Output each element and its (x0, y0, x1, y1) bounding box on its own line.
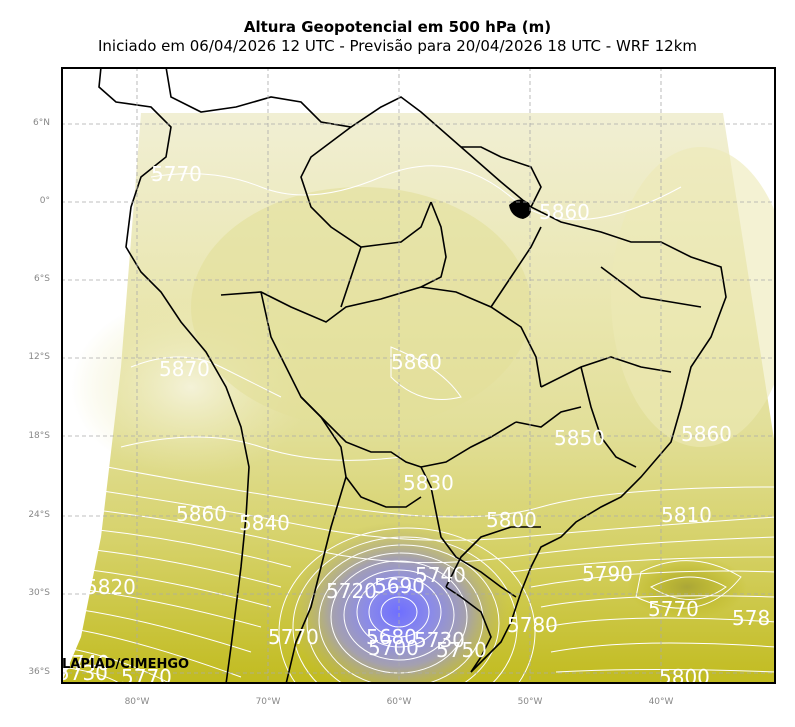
lon-label: 80°W (124, 697, 150, 707)
contour-label: 5820 (85, 575, 136, 599)
contour-label: 5770 (648, 597, 699, 621)
credit-label: LAPIAD/CIMEHGO (62, 657, 190, 672)
contour-label: 5850 (554, 426, 605, 450)
contour-label: 5740 (61, 651, 110, 675)
contour-label: 5810 (661, 503, 712, 527)
geopotential-map (61, 67, 776, 684)
contour-label: 578 (732, 606, 771, 630)
contour-lines (61, 165, 776, 684)
contour-label: 5860 (176, 502, 227, 526)
amazon-delta (509, 199, 531, 219)
contour-label: 5790 (582, 562, 633, 586)
lat-label: 24°S (28, 510, 50, 520)
contour-label: 5860 (391, 350, 442, 374)
contour-label: 5680 (366, 625, 417, 649)
contour-label: 5770 (151, 162, 202, 186)
contour-label: 5800 (659, 665, 710, 684)
contour-label: 5740 (415, 563, 466, 587)
lat-label: 36°S (28, 667, 50, 677)
lat-label: 6°S (34, 274, 50, 284)
contour-label: 5700 (368, 636, 419, 660)
contour-label: 5690 (374, 574, 425, 598)
country-borders (98, 67, 727, 684)
lon-label: 60°W (386, 697, 412, 707)
lon-label: 40°W (648, 697, 674, 707)
contour-label: 5770 (121, 665, 172, 684)
contour-label: 5800 (486, 508, 537, 532)
map-subtitle: Iniciado em 06/04/2026 12 UTC - Previsão… (97, 37, 698, 55)
contour-label: 5770 (268, 625, 319, 649)
contour-label: 5780 (507, 613, 558, 637)
lat-label: 18°S (28, 431, 50, 441)
contour-label: 5860 (539, 200, 590, 224)
contour-label: 5860 (681, 422, 732, 446)
lat-label: 0° (39, 196, 50, 206)
contour-label: 5720 (326, 579, 377, 603)
contour-label: 5730 (61, 661, 108, 684)
lat-label: 12°S (28, 352, 50, 362)
lon-label: 50°W (517, 697, 543, 707)
map-panel: 5770 5860 5870 5860 5850 5860 5830 5860 … (61, 67, 776, 684)
lat-label: 30°S (28, 588, 50, 598)
contour-label: 5840 (239, 511, 290, 535)
lat-label: 6°N (33, 118, 50, 128)
contour-label: 5730 (414, 628, 465, 652)
lon-label: 70°W (255, 697, 281, 707)
contour-label: 5750 (436, 638, 487, 662)
contour-label: 5870 (159, 357, 210, 381)
map-title: Altura Geopotencial em 500 hPa (m) (243, 18, 552, 36)
graticule (61, 67, 776, 684)
contour-label: 5830 (403, 471, 454, 495)
